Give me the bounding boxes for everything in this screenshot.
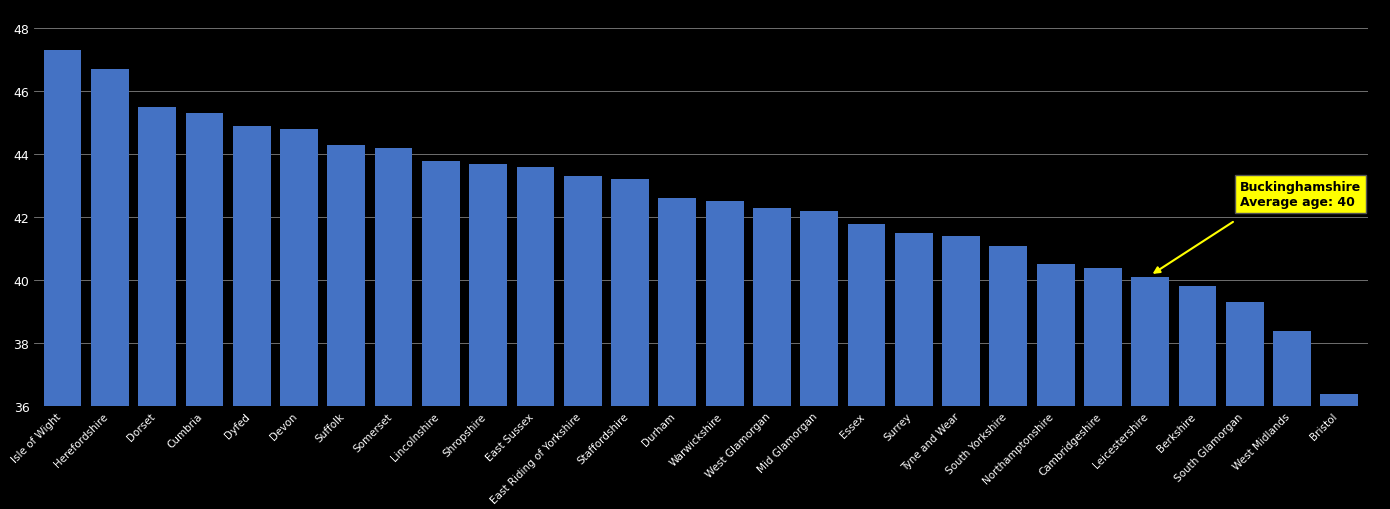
Bar bbox=[185, 114, 224, 509]
Bar bbox=[753, 208, 791, 509]
Bar bbox=[659, 199, 696, 509]
Bar bbox=[1131, 277, 1169, 509]
Bar bbox=[138, 108, 177, 509]
Bar bbox=[517, 167, 555, 509]
Bar bbox=[43, 51, 82, 509]
Text: Buckinghamshire
Average age: 40: Buckinghamshire Average age: 40 bbox=[1240, 180, 1361, 208]
Bar bbox=[848, 224, 885, 509]
Bar bbox=[375, 149, 413, 509]
Bar bbox=[423, 161, 460, 509]
Bar bbox=[328, 146, 366, 509]
Bar bbox=[232, 127, 271, 509]
Bar bbox=[895, 234, 933, 509]
Bar bbox=[1084, 268, 1122, 509]
Bar bbox=[706, 202, 744, 509]
Bar bbox=[990, 246, 1027, 509]
Bar bbox=[470, 164, 507, 509]
Bar bbox=[281, 130, 318, 509]
Bar bbox=[1320, 394, 1358, 509]
Bar bbox=[1037, 265, 1074, 509]
Bar bbox=[612, 180, 649, 509]
Bar bbox=[1226, 303, 1264, 509]
Bar bbox=[1273, 331, 1311, 509]
Bar bbox=[564, 177, 602, 509]
Bar bbox=[801, 212, 838, 509]
Bar bbox=[942, 237, 980, 509]
Bar bbox=[1179, 287, 1216, 509]
Bar bbox=[90, 70, 129, 509]
